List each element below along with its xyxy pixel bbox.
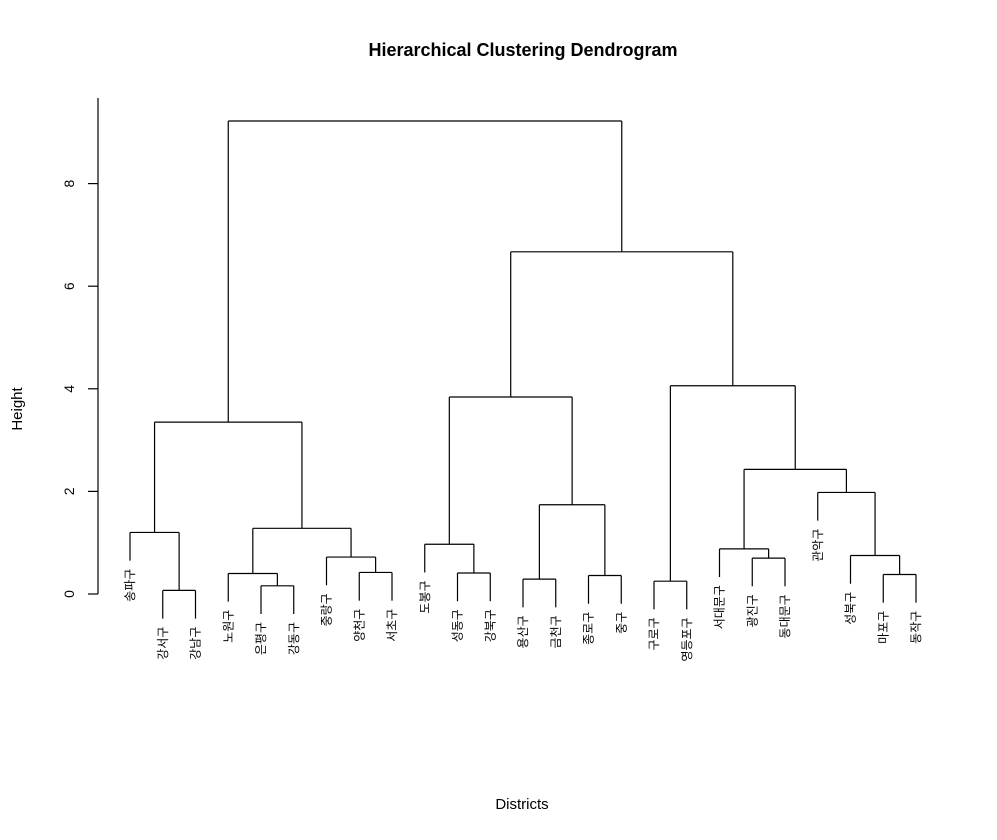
- x-axis-label: Districts: [495, 796, 548, 813]
- leaf-label-2: 강남구: [189, 627, 203, 660]
- y-tick-label-2: 4: [61, 385, 77, 393]
- y-tick-label-0: 0: [61, 590, 77, 598]
- leaf-label-9: 도봉구: [418, 580, 432, 613]
- y-tick-label-1: 2: [61, 487, 77, 495]
- y-tick-label-3: 6: [61, 282, 77, 290]
- chart-title: Hierarchical Clustering Dendrogram: [368, 40, 677, 60]
- leaf-label-23: 마포구: [876, 611, 890, 644]
- y-axis-ticks: 0 2 4 6 8: [61, 179, 98, 598]
- leaf-label-20: 동대문구: [778, 594, 792, 638]
- leaf-label-13: 금천구: [548, 615, 563, 648]
- leaf-label-15: 중구: [614, 612, 628, 634]
- leaf-label-10: 성동구: [451, 609, 465, 642]
- leaf-label-5: 강동구: [287, 622, 301, 655]
- leaf-label-11: 강북구: [483, 609, 497, 642]
- y-tick-label-4: 8: [61, 179, 77, 187]
- leaf-label-18: 서대문구: [713, 585, 727, 629]
- leaf-label-24: 동작구: [909, 611, 923, 644]
- leaf-label-16: 구로구: [647, 617, 661, 650]
- leaf-label-6: 중랑구: [320, 593, 334, 626]
- leaf-label-22: 성북구: [844, 592, 858, 625]
- leaf-label-19: 광진구: [745, 594, 759, 627]
- leaf-label-14: 종로구: [582, 612, 596, 645]
- leaf-label-12: 용산구: [516, 615, 530, 648]
- leaf-label-17: 영등포구: [680, 617, 694, 661]
- leaf-label-21: 관악구: [811, 529, 825, 562]
- leaf-label-7: 양천구: [351, 609, 366, 642]
- leaf-label-3: 노원구: [221, 610, 235, 643]
- dendrogram-branches: [129, 120, 917, 619]
- y-axis-label: Height: [9, 386, 26, 430]
- leaf-label-0: 송파구: [123, 569, 137, 602]
- leaf-label-4: 은평구: [254, 622, 268, 655]
- leaf-label-8: 서초구: [385, 609, 399, 642]
- leaf-label-1: 강서구: [156, 627, 170, 660]
